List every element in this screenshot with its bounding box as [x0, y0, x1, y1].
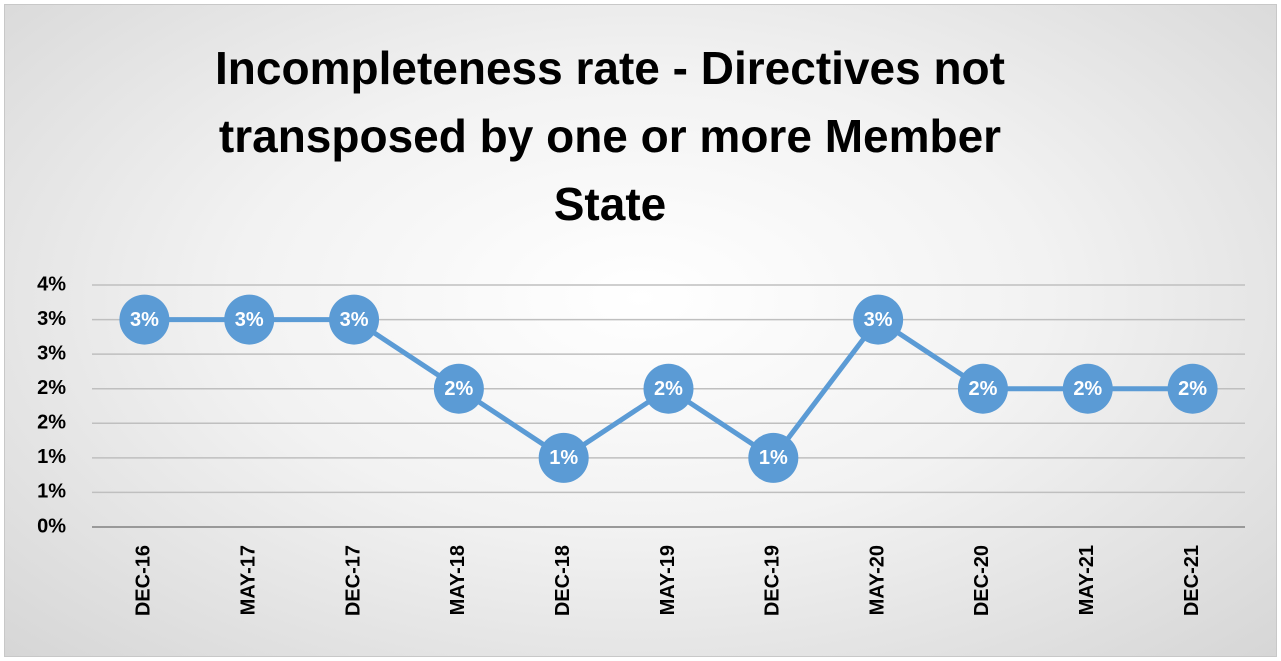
data-label: 3%: [864, 309, 893, 331]
y-tick-label: 4%: [37, 273, 66, 295]
y-tick-label: 2%: [37, 377, 66, 399]
data-label: 3%: [235, 309, 264, 331]
marker: [329, 294, 380, 345]
marker: [748, 432, 799, 483]
x-tick-label: MAY-19: [657, 545, 679, 615]
y-tick-label: 0%: [37, 515, 66, 537]
marker: [853, 294, 904, 345]
marker: [643, 363, 694, 414]
x-tick-label: DEC-20: [971, 545, 993, 616]
x-tick-label: DEC-17: [342, 545, 364, 616]
x-tick-label: DEC-21: [1181, 545, 1203, 616]
data-label: 2%: [969, 378, 998, 400]
data-label: 1%: [759, 447, 788, 469]
marker: [1167, 363, 1218, 414]
marker: [224, 294, 275, 345]
chart-title: Incompleteness rate - Directives not tra…: [215, 42, 1005, 230]
marker: [1062, 363, 1113, 414]
x-tick-label: DEC-19: [762, 545, 784, 616]
data-label: 2%: [654, 378, 683, 400]
data-label: 2%: [444, 378, 473, 400]
marker: [957, 363, 1008, 414]
y-tick-label: 2%: [37, 412, 66, 434]
data-label: 2%: [1178, 378, 1207, 400]
y-tick-label: 3%: [37, 342, 66, 364]
chart-area: [4, 4, 1277, 657]
marker: [538, 432, 589, 483]
data-label: 2%: [1073, 378, 1102, 400]
data-label: 1%: [549, 447, 578, 469]
data-label: 3%: [130, 309, 159, 331]
y-tick-label: 3%: [37, 308, 66, 330]
x-tick-label: MAY-20: [866, 545, 888, 615]
x-tick-label: MAY-18: [447, 545, 469, 615]
x-tick-label: MAY-21: [1076, 545, 1098, 615]
x-tick-label: DEC-18: [552, 545, 574, 616]
x-tick-label: DEC-16: [133, 545, 155, 616]
x-tick-label: MAY-17: [238, 545, 260, 615]
marker: [119, 294, 170, 345]
marker: [433, 363, 484, 414]
y-tick-label: 1%: [37, 481, 66, 503]
y-tick-label: 1%: [37, 446, 66, 468]
data-label: 3%: [340, 309, 369, 331]
